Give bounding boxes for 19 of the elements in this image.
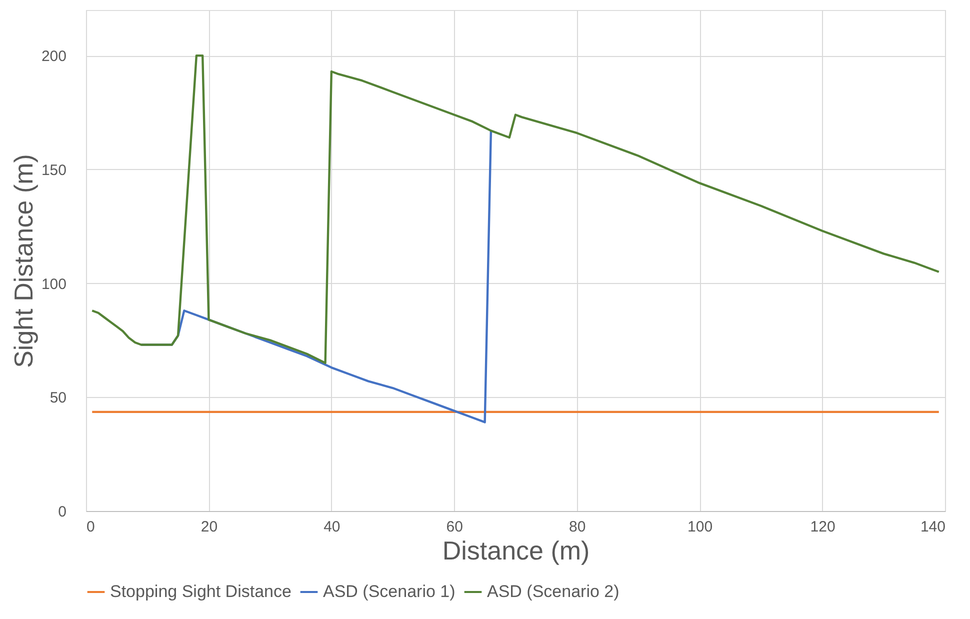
x-axis-title: Distance (m): [442, 536, 590, 566]
x-tick-label: 40: [324, 518, 340, 536]
x-tick-label: 140: [920, 518, 946, 536]
x-tick-label: 80: [569, 518, 586, 536]
legend-label: Stopping Sight Distance: [110, 582, 292, 601]
y-tick-label: 100: [41, 276, 66, 293]
y-tick-label: 0: [58, 504, 66, 520]
x-tick-label: 100: [688, 518, 713, 536]
x-tick-label: 0: [86, 518, 95, 536]
y-tick-label: 200: [41, 48, 66, 66]
legend-label: ASD (Scenario 2): [487, 582, 620, 601]
x-tick-label: 60: [446, 518, 463, 536]
y-tick-label: 50: [50, 390, 66, 407]
y-axis-title: Sight Distance (m): [8, 154, 38, 368]
x-tick-label: 120: [810, 518, 836, 536]
line-series: [91, 54, 940, 364]
x-tick-label: 20: [200, 518, 218, 536]
y-tick-label: 150: [41, 162, 66, 179]
legend-label: ASD (Scenario 1): [323, 582, 456, 601]
